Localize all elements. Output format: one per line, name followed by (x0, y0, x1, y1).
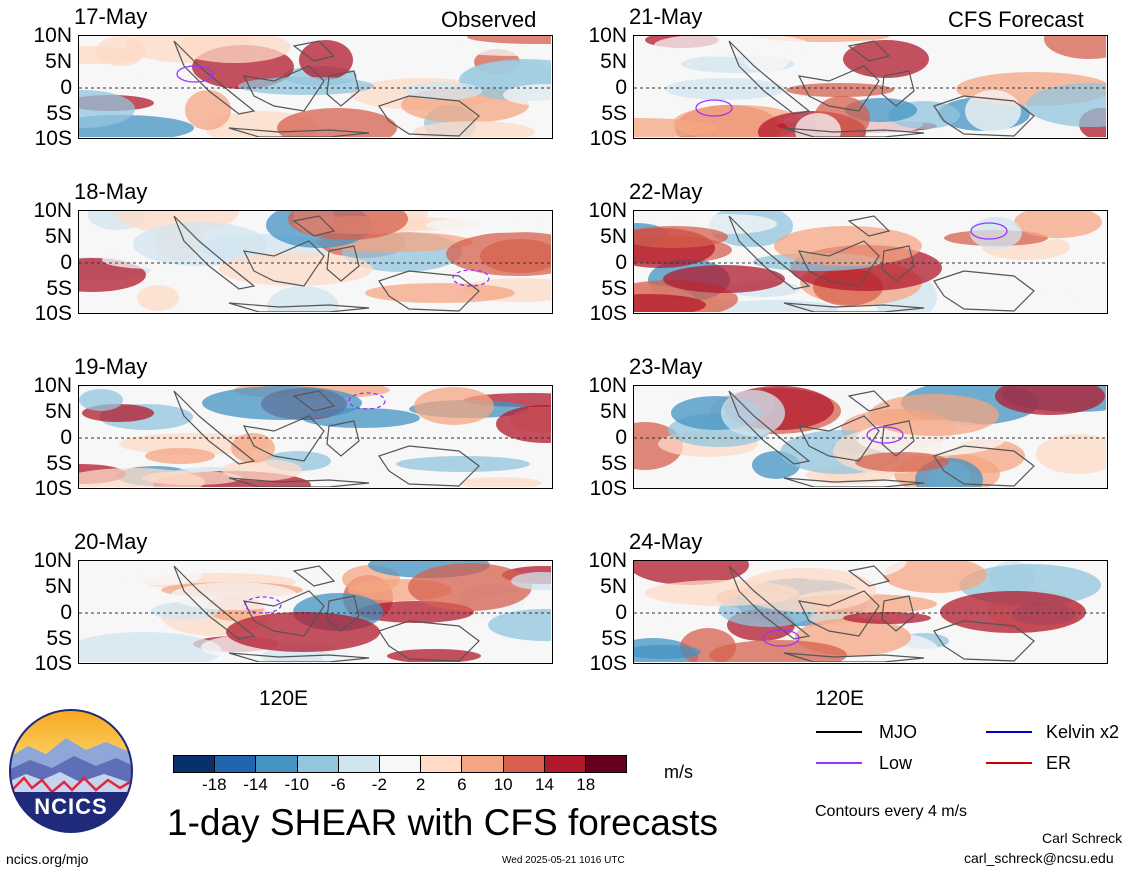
y-axis-label: 0 (615, 251, 627, 274)
y-axis-label: 10N (33, 24, 72, 47)
shear-map-panel (78, 210, 553, 314)
mjo-legend-label: MJO (879, 722, 917, 742)
forecast-title: CFS Forecast (948, 7, 1084, 32)
y-axis-label: 5S (601, 102, 627, 125)
y-axis-label: 10N (588, 24, 627, 47)
y-axis-label: 10S (589, 477, 627, 500)
colorbar-tick-label: 2 (415, 775, 426, 794)
y-axis-label: 10S (589, 127, 627, 150)
y-axis-label: 5N (600, 225, 627, 248)
colorbar-swatch (421, 756, 463, 772)
y-axis-label: 5S (46, 627, 72, 650)
colorbar-tick-label: 14 (534, 775, 554, 794)
panel-date: 20-May (74, 529, 148, 554)
y-axis-label: 0 (60, 251, 72, 274)
colorbar-tick-label: -14 (243, 775, 268, 794)
shear-map-panel (633, 210, 1108, 314)
figure-title: 1-day SHEAR with CFS forecasts (167, 802, 719, 843)
er-legend-label: ER (1046, 753, 1072, 773)
y-axis-label: 0 (615, 76, 627, 99)
colorbar-swatch (462, 756, 504, 772)
y-axis-label: 5N (45, 575, 72, 598)
y-axis-label: 5N (45, 225, 72, 248)
y-axis-label: 10N (33, 199, 72, 222)
low-legend-line (816, 762, 862, 764)
y-axis-label: 5N (45, 400, 72, 423)
colorbar-unit: m/s (664, 762, 693, 782)
y-axis-label: 0 (60, 601, 72, 624)
y-axis-label: 10S (34, 477, 72, 500)
x-axis-label-right: 120E (815, 687, 865, 710)
author-name: Carl Schreck (1042, 830, 1123, 846)
y-axis-label: 10N (588, 549, 627, 572)
kelvin-legend-line (986, 731, 1032, 733)
colorbar (173, 755, 627, 773)
shear-map-panel (633, 560, 1108, 664)
colorbar-swatch (544, 756, 586, 772)
colorbar-swatch (256, 756, 298, 772)
footer-url[interactable]: ncics.org/mjo (6, 851, 89, 867)
y-axis-label: 0 (615, 601, 627, 624)
mjo-legend-line (816, 731, 862, 733)
y-axis-label: 10N (33, 549, 72, 572)
y-axis-label: 5S (601, 627, 627, 650)
colorbar-swatch (338, 756, 380, 772)
y-axis-label: 10N (33, 374, 72, 397)
contour-note: Contours every 4 m/s (815, 803, 968, 820)
colorbar-tick-label: 18 (576, 775, 596, 794)
y-axis-label: 5N (45, 50, 72, 73)
colorbar-tick-label: 6 (457, 775, 467, 794)
panel-date: 18-May (74, 179, 148, 204)
colorbar-swatch (174, 756, 216, 772)
colorbar-tick-label: -6 (330, 775, 346, 794)
author-email: carl_schreck@ncsu.edu (964, 850, 1114, 866)
kelvin-legend-label: Kelvin x2 (1046, 722, 1120, 742)
ncics-logo: NCICS (8, 708, 134, 834)
y-axis-label: 5S (46, 277, 72, 300)
panel-date: 17-May (74, 4, 148, 29)
er-legend-line (986, 762, 1032, 764)
panel-date: 21-May (629, 4, 703, 29)
colorbar-tick-label: -10 (284, 775, 310, 794)
shear-map-panel (78, 35, 553, 139)
colorbar-tick-label: -18 (201, 775, 227, 794)
y-axis-label: 5N (600, 575, 627, 598)
y-axis-label: 10N (588, 374, 627, 397)
y-axis-label: 5S (601, 277, 627, 300)
panel-date: 23-May (629, 354, 703, 379)
y-axis-label: 5N (600, 400, 627, 423)
colorbar-swatch (379, 756, 422, 772)
y-axis-label: 10S (34, 652, 72, 675)
shear-map-panel (633, 385, 1108, 489)
panel-date: 22-May (629, 179, 703, 204)
x-axis-label-left: 120E (259, 687, 309, 710)
y-axis-label: 0 (615, 426, 627, 449)
logo-text: NCICS (34, 794, 108, 819)
colorbar-tick-label: 10 (493, 775, 513, 794)
y-axis-label: 5S (46, 102, 72, 125)
observed-title: Observed (441, 7, 537, 32)
low-legend-label: Low (879, 753, 913, 773)
y-axis-label: 10S (34, 302, 72, 325)
y-axis-label: 5S (46, 452, 72, 475)
y-axis-label: 10N (588, 199, 627, 222)
y-axis-label: 0 (60, 426, 72, 449)
shear-map-panel (78, 560, 553, 664)
y-axis-label: 10S (34, 127, 72, 150)
y-axis-label: 5S (601, 452, 627, 475)
panel-date: 24-May (629, 529, 703, 554)
y-axis-label: 0 (60, 76, 72, 99)
colorbar-swatch (297, 756, 339, 772)
colorbar-tick-label: -2 (371, 775, 387, 794)
shear-map-panel (78, 385, 553, 489)
footer-timestamp: Wed 2025-05-21 1016 UTC (502, 855, 625, 866)
y-axis-label: 5N (600, 50, 627, 73)
colorbar-swatch (585, 756, 627, 772)
shear-map-panel (633, 35, 1108, 139)
y-axis-label: 10S (589, 302, 627, 325)
colorbar-swatch (215, 756, 257, 772)
panel-date: 19-May (74, 354, 148, 379)
colorbar-swatch (503, 756, 545, 772)
y-axis-label: 10S (589, 652, 627, 675)
